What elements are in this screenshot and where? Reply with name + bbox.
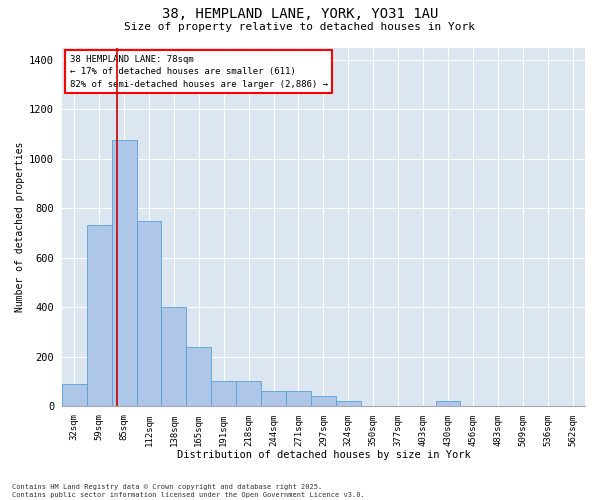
Bar	[236, 381, 261, 406]
Text: Size of property relative to detached houses in York: Size of property relative to detached ho…	[125, 22, 476, 32]
Bar	[261, 391, 286, 406]
Bar	[87, 226, 112, 406]
Text: 38, HEMPLAND LANE, YORK, YO31 1AU: 38, HEMPLAND LANE, YORK, YO31 1AU	[162, 8, 438, 22]
Bar	[112, 140, 137, 406]
Text: Contains HM Land Registry data © Crown copyright and database right 2025.
Contai: Contains HM Land Registry data © Crown c…	[12, 484, 365, 498]
Bar	[436, 401, 460, 406]
Bar	[137, 220, 161, 406]
Y-axis label: Number of detached properties: Number of detached properties	[15, 142, 25, 312]
Bar	[211, 381, 236, 406]
X-axis label: Distribution of detached houses by size in York: Distribution of detached houses by size …	[176, 450, 470, 460]
Bar	[336, 401, 361, 406]
Text: 38 HEMPLAND LANE: 78sqm
← 17% of detached houses are smaller (611)
82% of semi-d: 38 HEMPLAND LANE: 78sqm ← 17% of detache…	[70, 54, 328, 88]
Bar	[311, 396, 336, 406]
Bar	[286, 391, 311, 406]
Bar	[161, 307, 187, 406]
Bar	[187, 346, 211, 406]
Bar	[62, 384, 87, 406]
